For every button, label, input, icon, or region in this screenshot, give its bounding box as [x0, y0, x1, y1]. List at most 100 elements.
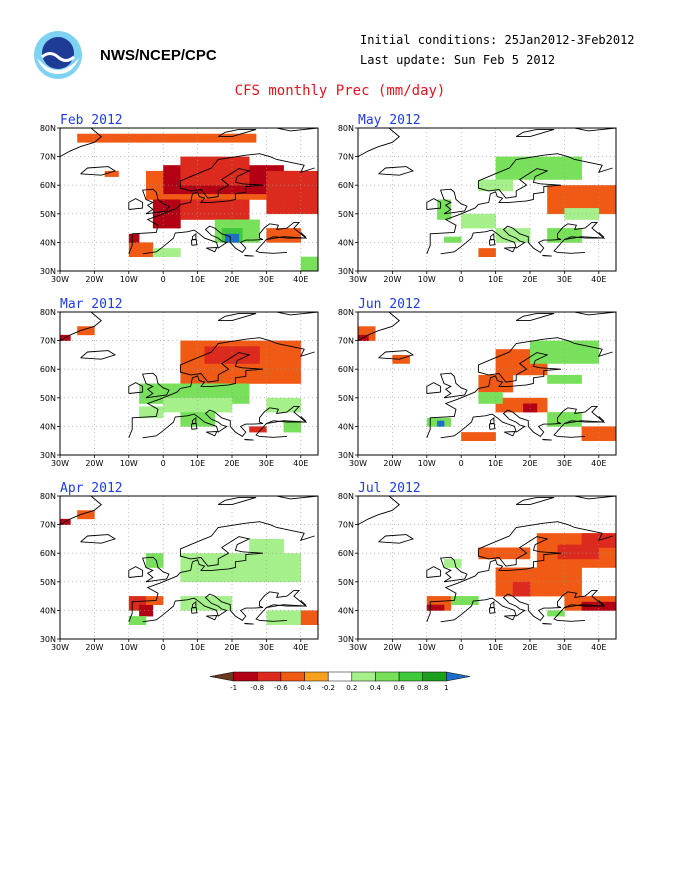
lon-tick-label: 40E — [293, 643, 308, 652]
anomaly-cell — [607, 185, 616, 193]
anomaly-cell — [469, 213, 479, 222]
anomaly-cell — [223, 219, 233, 222]
anomaly-cell — [85, 135, 95, 143]
anomaly-cell — [240, 133, 250, 136]
anomaly-cell — [240, 574, 250, 583]
anomaly-cell — [240, 178, 250, 186]
anomaly-cell — [538, 574, 548, 583]
anomaly-cell — [197, 156, 207, 165]
anomaly-cell — [504, 397, 514, 406]
anomaly-cell — [189, 553, 198, 561]
anomaly-cell — [469, 433, 479, 441]
anomaly-cell — [530, 156, 539, 159]
anomaly-cell — [300, 185, 310, 193]
anomaly-cell — [146, 135, 155, 143]
anomaly-cell — [590, 349, 600, 357]
coastline — [300, 232, 307, 238]
anomaly-cell — [77, 510, 87, 513]
anomaly-cell — [538, 172, 548, 180]
anomaly-cell — [445, 212, 452, 220]
lat-tick-label: 70N — [40, 153, 56, 162]
anomaly-cell — [128, 235, 138, 243]
anomaly-cell — [588, 560, 598, 568]
anomaly-cell — [521, 581, 531, 590]
anomaly-cell — [547, 349, 557, 357]
anomaly-cell — [590, 185, 600, 193]
coastline — [515, 496, 555, 506]
anomaly-cell — [530, 172, 539, 180]
anomaly-cell — [154, 192, 164, 200]
anomaly-cell — [292, 178, 302, 186]
anomaly-cell — [573, 172, 582, 180]
anomaly-cell — [85, 133, 95, 136]
anomaly-cell — [452, 560, 462, 568]
anomaly-cell — [555, 349, 565, 357]
anomaly-cell — [266, 185, 276, 193]
panel-title: May 2012 — [358, 113, 421, 128]
anomaly-cell — [555, 192, 565, 200]
lon-tick-label: 40E — [293, 459, 308, 468]
panel-content — [60, 496, 318, 639]
anomaly-cell — [523, 403, 533, 406]
anomaly-cell — [146, 596, 155, 598]
anomaly-cell — [214, 376, 224, 384]
anomaly-cell — [257, 567, 267, 575]
coastline — [439, 188, 468, 215]
lon-tick-label: 30W — [51, 643, 69, 652]
anomaly-cell — [512, 158, 522, 166]
anomaly-cell — [504, 367, 514, 376]
lat-tick-label: 80N — [40, 124, 56, 133]
anomaly-cell — [163, 192, 173, 200]
anomaly-cell — [170, 213, 179, 222]
anomaly-cell — [573, 588, 582, 597]
anomaly-cell — [163, 404, 173, 413]
anomaly-cell — [564, 356, 574, 364]
anomaly-cell — [120, 133, 130, 136]
anomaly-cell — [555, 581, 565, 590]
anomaly-cell — [170, 248, 179, 250]
anomaly-cell — [452, 236, 462, 243]
anomaly-cell — [257, 347, 267, 356]
anomaly-cell — [180, 205, 190, 213]
colorbar-bin — [209, 671, 234, 682]
anomaly-cell — [180, 419, 190, 427]
anomaly-cell — [257, 192, 267, 200]
anomaly-cell — [275, 178, 284, 186]
anomaly-cell — [223, 567, 233, 575]
anomaly-cell — [590, 603, 600, 611]
anomaly-cell — [564, 212, 574, 220]
anomaly-cell — [275, 553, 284, 561]
anomaly-cell — [232, 133, 241, 136]
anomaly-cell — [555, 376, 565, 384]
anomaly-cell — [300, 617, 310, 625]
anomaly-cell — [152, 249, 162, 257]
anomaly-cell — [189, 574, 198, 583]
anomaly-cell — [206, 163, 216, 172]
coastline — [426, 382, 442, 394]
anomaly-cell — [161, 206, 171, 215]
anomaly-cell — [495, 228, 505, 236]
anomaly-cell — [444, 236, 453, 243]
anomaly-cell — [530, 581, 539, 590]
anomaly-cell — [199, 389, 209, 397]
anomaly-cell — [426, 417, 436, 420]
lat-tick-label: 50N — [338, 394, 354, 403]
lat-tick-label: 70N — [40, 337, 56, 346]
anomaly-cell — [523, 404, 533, 413]
anomaly-cell — [444, 417, 452, 420]
anomaly-cell — [504, 581, 514, 590]
lat-tick-label: 80N — [40, 308, 56, 317]
anomaly-cell — [538, 342, 548, 350]
anomaly-cell — [156, 396, 166, 404]
anomaly-cell — [189, 397, 198, 406]
anomaly-cell — [555, 374, 565, 377]
anomaly-cell — [607, 601, 616, 604]
anomaly-cell — [189, 178, 198, 186]
anomaly-cell — [180, 574, 190, 583]
anomaly-cell — [214, 560, 224, 568]
anomaly-cell — [292, 610, 302, 618]
anomaly-cell — [564, 192, 574, 200]
coastline — [80, 350, 117, 360]
anomaly-cell — [146, 185, 155, 193]
lat-tick-label: 40N — [338, 606, 354, 615]
